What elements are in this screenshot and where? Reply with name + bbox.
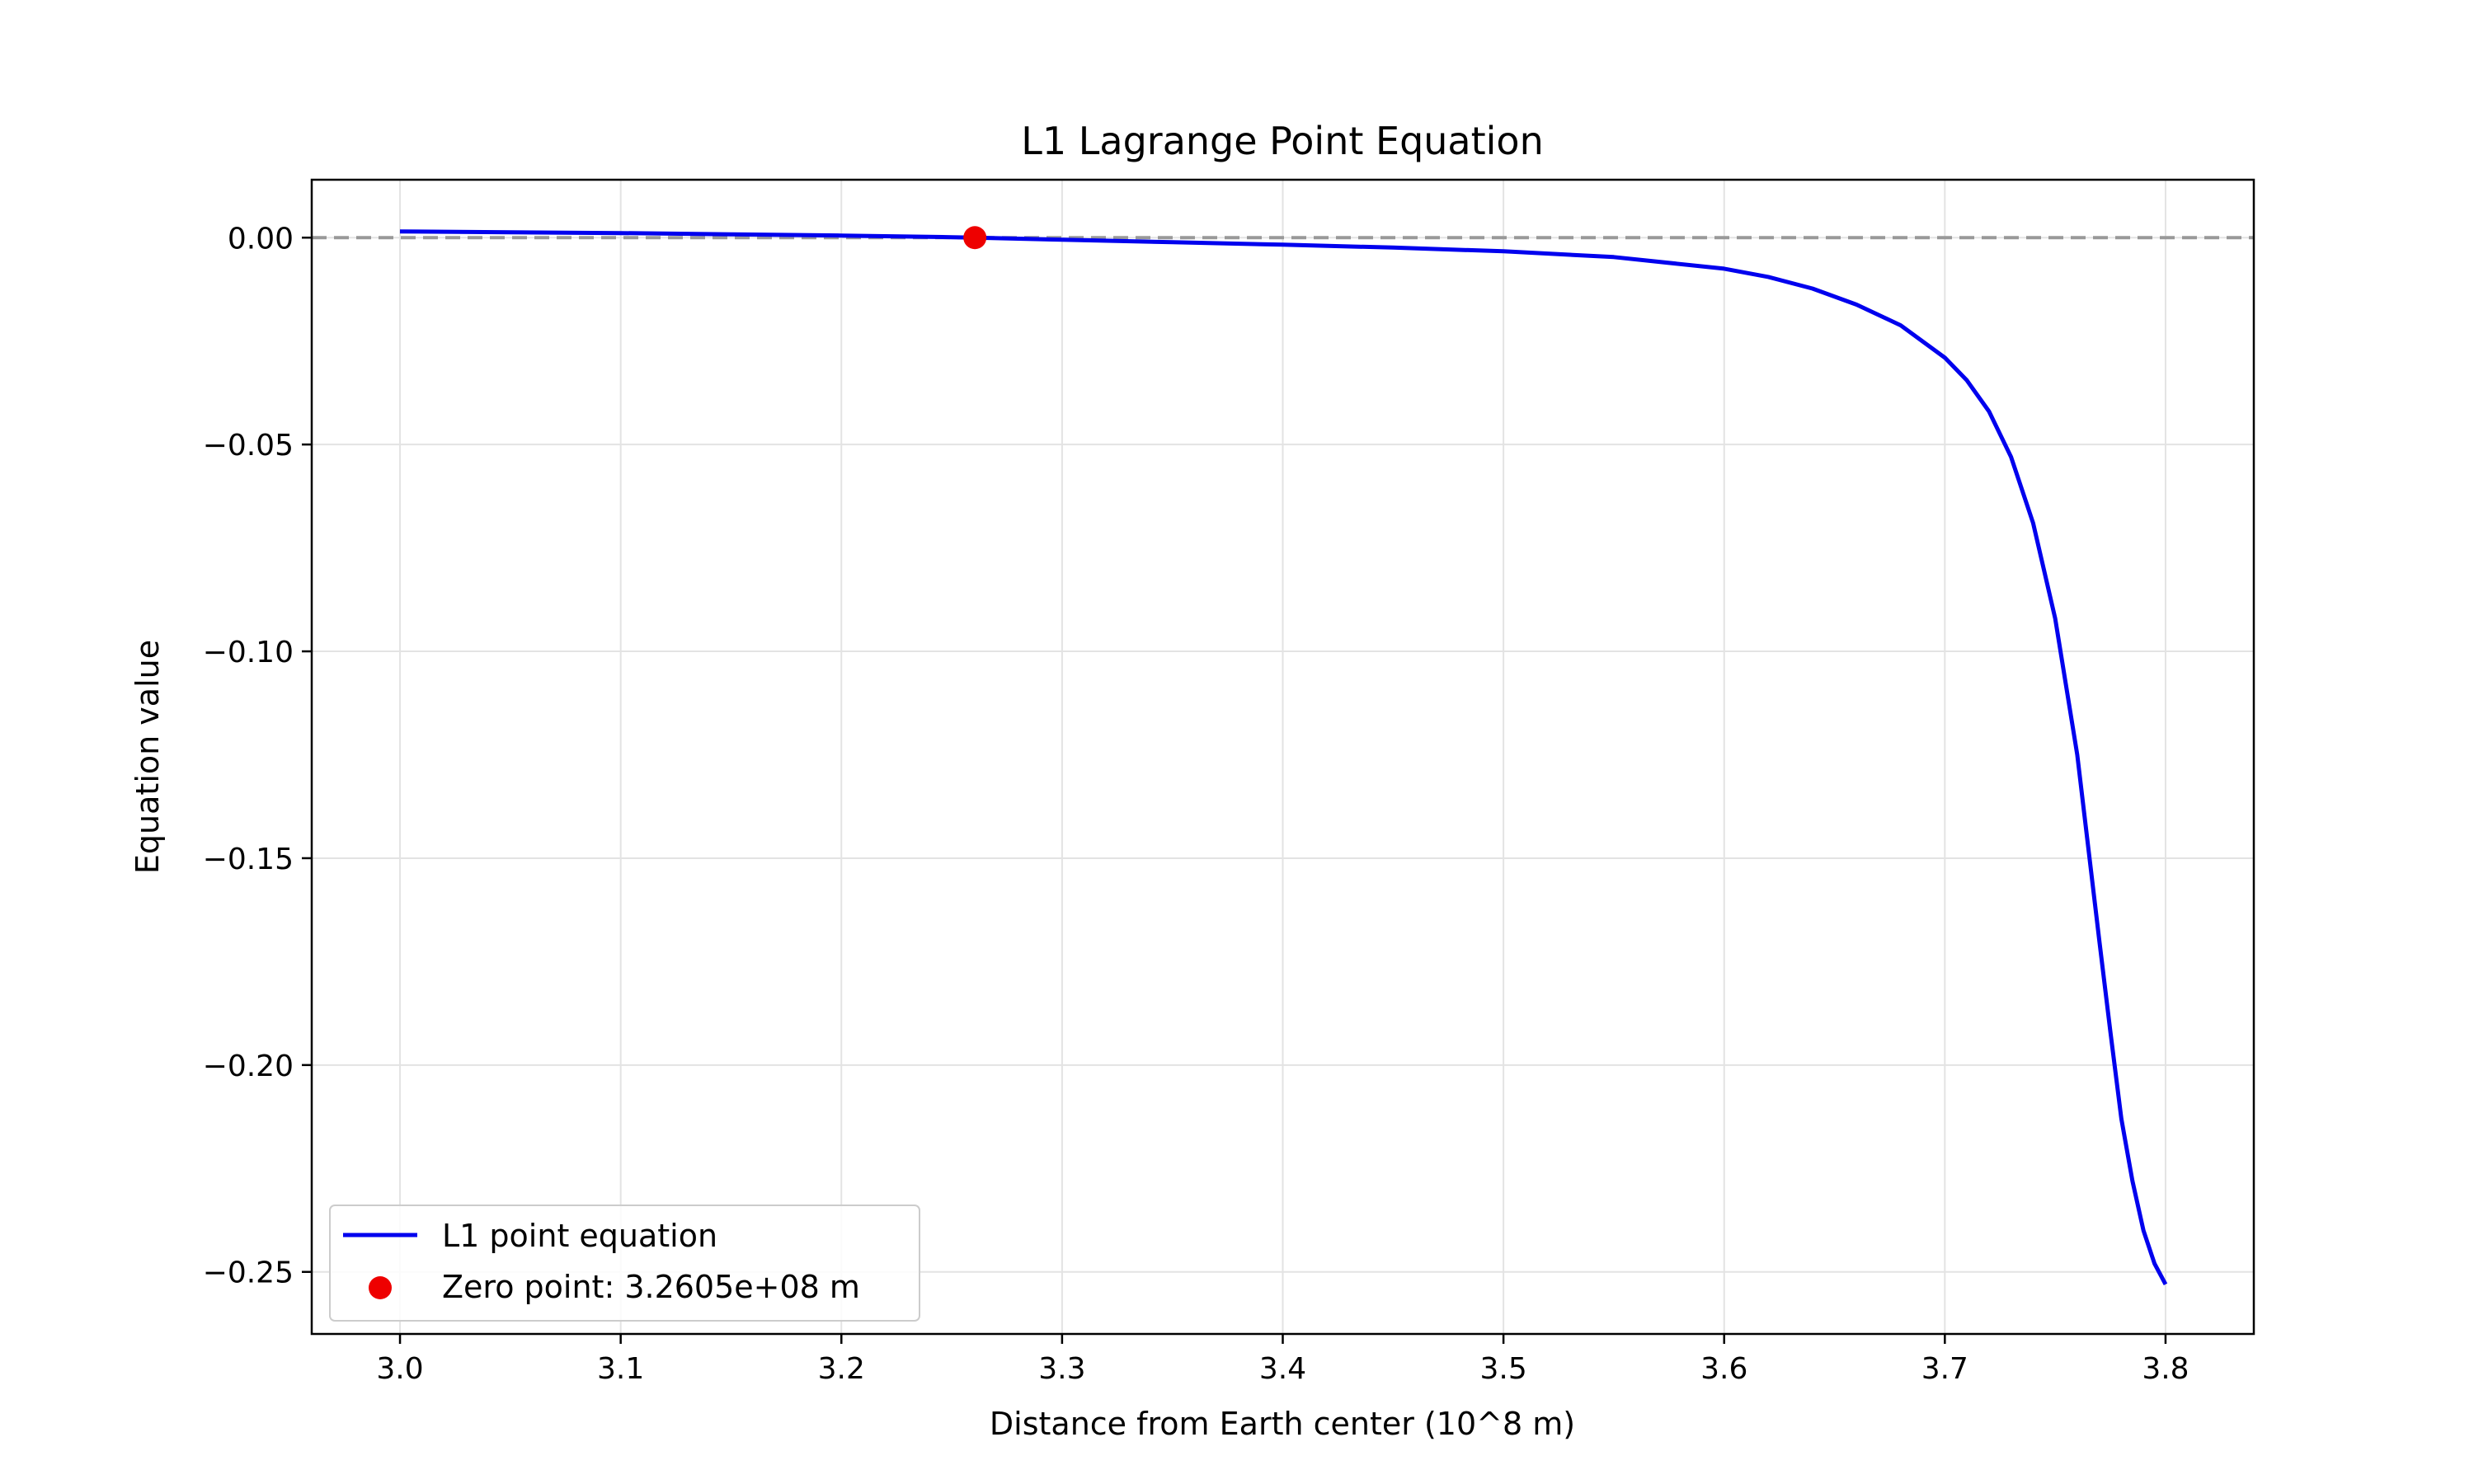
x-axis-ticks: 3.0 3.1 3.2 3.3 3.4 3.5 3.6 3.7 3.8: [376, 1334, 2189, 1386]
y-axis-ticks: 0.00 −0.05 −0.10 −0.15 −0.20 −0.25: [203, 222, 312, 1290]
legend: L1 point equation Zero point: 3.2605e+08…: [329, 1205, 920, 1322]
x-axis-label: Distance from Earth center (10^8 m): [990, 1406, 1575, 1442]
x-tick-label: 3.4: [1259, 1352, 1306, 1386]
legend-box: [329, 1205, 920, 1322]
y-tick-label: −0.10: [203, 636, 294, 669]
legend-marker-swatch: [369, 1276, 392, 1299]
y-tick-label: 0.00: [228, 222, 294, 256]
x-tick-label: 3.0: [376, 1352, 423, 1386]
x-tick-label: 3.6: [1700, 1352, 1747, 1386]
y-tick-label: −0.15: [203, 843, 294, 876]
chart-title: L1 Lagrange Point Equation: [1021, 119, 1543, 163]
x-tick-label: 3.2: [818, 1352, 865, 1386]
x-tick-label: 3.3: [1038, 1352, 1085, 1386]
x-tick-label: 3.5: [1479, 1352, 1526, 1386]
y-tick-label: −0.05: [203, 429, 294, 463]
x-tick-label: 3.7: [1921, 1352, 1968, 1386]
zero-point-marker: [963, 226, 987, 250]
y-tick-label: −0.25: [203, 1256, 294, 1290]
y-tick-label: −0.20: [203, 1050, 294, 1083]
legend-label-zero-point: Zero point: 3.2605e+08 m: [442, 1269, 860, 1305]
plot-area: [399, 226, 2168, 1285]
legend-label-series: L1 point equation: [442, 1218, 717, 1254]
y-axis-label: Equation value: [129, 640, 166, 874]
x-tick-label: 3.1: [597, 1352, 644, 1386]
series-line-l1-point-equation: [399, 229, 2168, 1285]
x-tick-label: 3.8: [2142, 1352, 2189, 1386]
